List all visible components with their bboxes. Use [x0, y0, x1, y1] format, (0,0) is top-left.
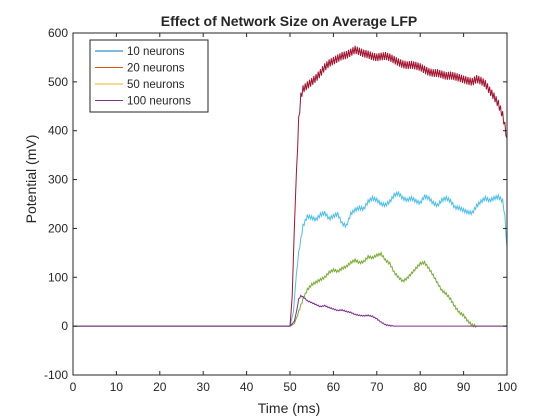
y-tick-label: 500	[48, 75, 68, 89]
series-layer	[73, 45, 507, 328]
legend-label: 100 neurons	[127, 96, 191, 108]
axes-layer: 0 10 20 30 40 50 60 70 80 90 100-10001002003004005…	[44, 26, 517, 394]
legend-label: 10 neurons	[127, 46, 185, 58]
x-tick-label: 50	[283, 380, 297, 394]
x-tick-label: 80	[414, 380, 428, 394]
x-tick-label: 100	[497, 380, 517, 394]
x-tick-label: 90	[457, 380, 471, 394]
x-tick-label: 60	[327, 380, 341, 394]
y-axis-title: Potential (mV)	[23, 135, 39, 224]
y-tick-label: 200	[48, 221, 68, 235]
x-tick-label: 70	[370, 380, 384, 394]
y-tick-label: 0	[61, 319, 68, 333]
x-tick-label: 30	[197, 380, 211, 394]
legend: 10 neurons 20 neurons 50 neurons 100 neuron…	[89, 39, 209, 113]
x-tick-label: 10	[110, 380, 124, 394]
legend-label: 50 neurons	[127, 79, 185, 91]
x-axis-title: Time (ms)	[258, 400, 320, 416]
x-tick-label: 20	[153, 380, 167, 394]
series-line-4	[73, 294, 507, 327]
x-tick-label: 40	[240, 380, 254, 394]
y-tick-label: 600	[48, 26, 68, 40]
y-tick-label: 100	[48, 270, 68, 284]
y-tick-label: 300	[48, 173, 68, 187]
legend-label: 20 neurons	[127, 63, 185, 75]
y-tick-label: -100	[44, 368, 68, 382]
chart-title: Effect of Network Size on Average LFP	[161, 13, 417, 29]
y-tick-label: 400	[48, 124, 68, 138]
x-tick-label: 0	[70, 380, 77, 394]
